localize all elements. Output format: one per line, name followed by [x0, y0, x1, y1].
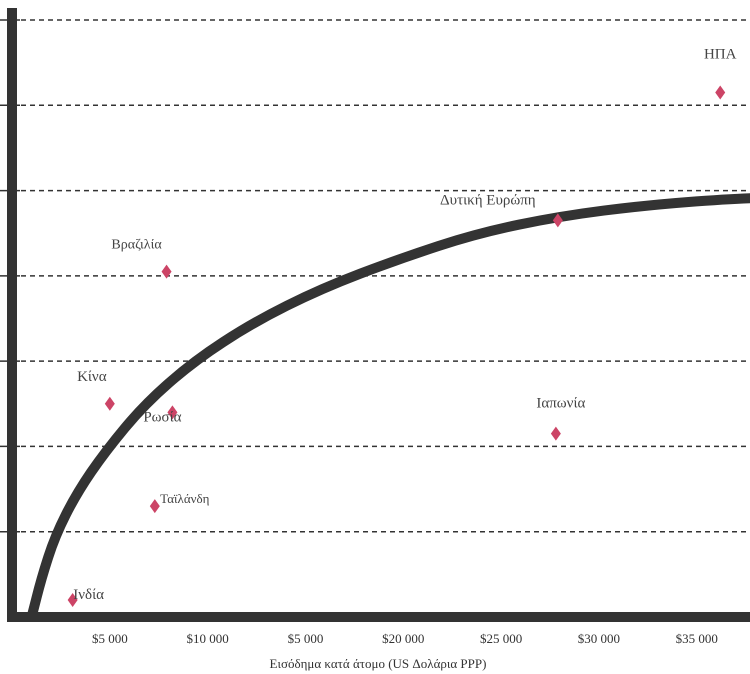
x-tick-label: $10 000: [187, 631, 229, 646]
x-tick-label: $25 000: [480, 631, 522, 646]
x-tick-label: $20 000: [382, 631, 424, 646]
data-point: [67, 592, 78, 607]
trend-curve: [26, 193, 750, 619]
point-label: ΗΠΑ: [704, 46, 737, 62]
point-label: Κίνα: [77, 369, 107, 385]
point-label: Δυτική Ευρώπη: [440, 192, 536, 208]
x-tick-label: $5 000: [288, 631, 324, 646]
x-axis-label: Εισόδημα κατά άτομο (US Δολάρια PPP): [270, 656, 487, 671]
x-tick-label: $30 000: [578, 631, 620, 646]
point-label: Ταϊλάνδη: [160, 491, 209, 506]
data-point: [552, 213, 563, 228]
data-point: [715, 85, 726, 100]
data-point: [167, 405, 178, 420]
data-point: [161, 264, 172, 279]
gridlines: [0, 19, 750, 533]
point-label: Ρωσία: [143, 409, 181, 425]
data-point: [550, 426, 561, 441]
point-label: Ιαπωνία: [536, 396, 585, 412]
x-tick-label: $35 000: [676, 631, 718, 646]
data-point: [149, 499, 160, 514]
x-tick-label: $5 000: [92, 631, 128, 646]
point-label: Ινδία: [73, 587, 104, 603]
data-points: [67, 85, 726, 607]
data-point: [104, 396, 115, 411]
point-label: Βραζιλία: [111, 238, 162, 253]
point-labels: ΗΠΑ Δυτική Ευρώπη Βραζιλία Κίνα Ρωσία Ιαπωνία…: [73, 46, 736, 602]
x-tick-labels: $5 000 $10 000 $5 000 $20 000 $25 000 $30 000…: [92, 631, 718, 646]
